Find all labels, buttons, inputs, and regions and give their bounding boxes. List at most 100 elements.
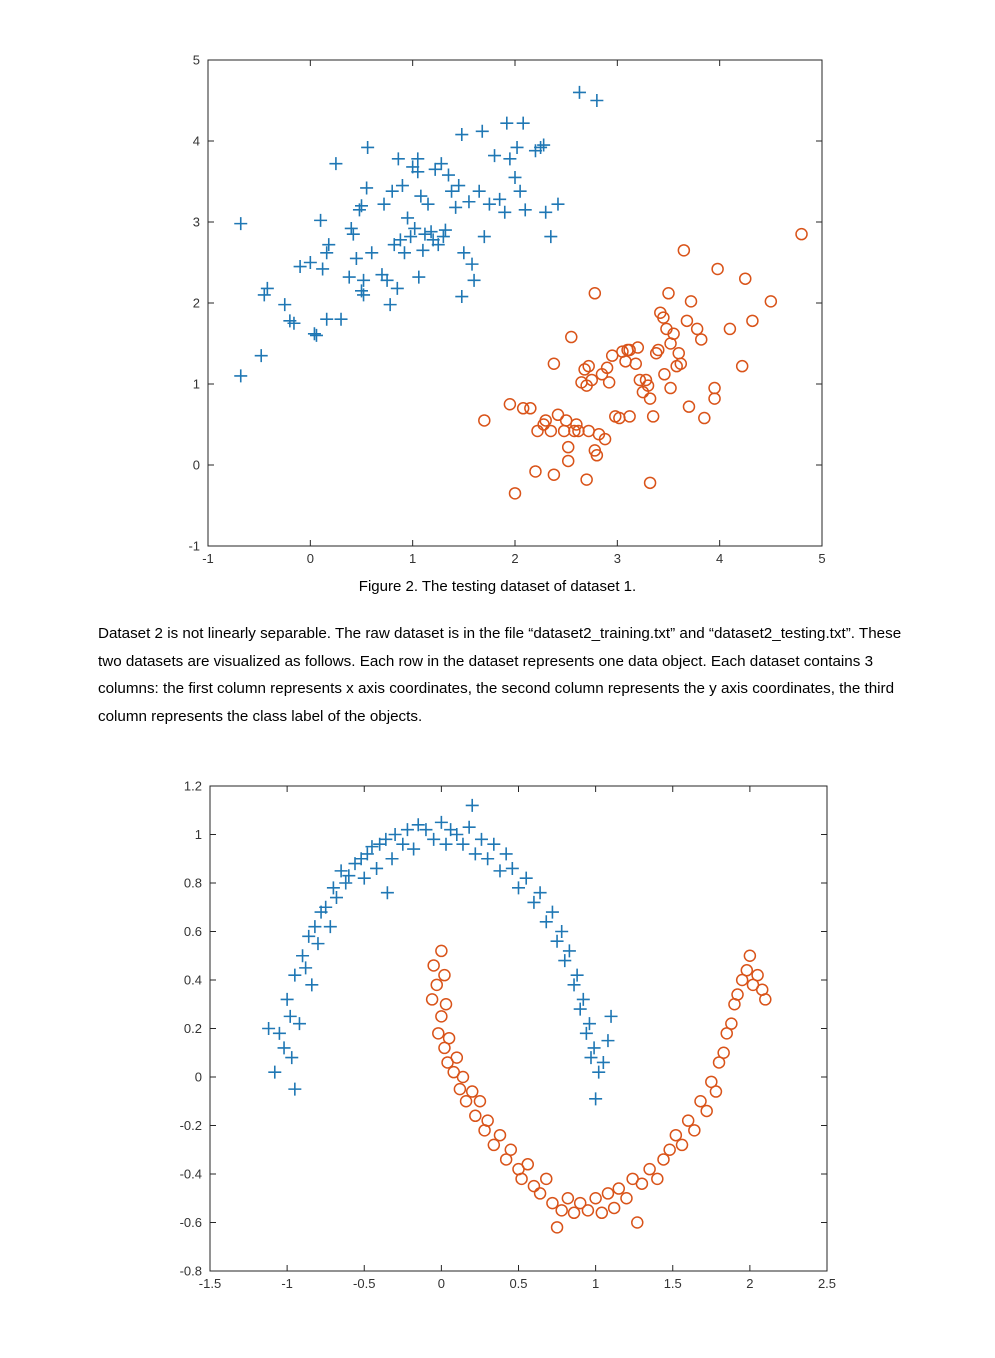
chart2-plus-point [579,1026,593,1040]
chart2-x-tick-label: 2.5 [818,1276,836,1291]
chart2-circle-point [725,1017,738,1030]
chart2-circle-point [438,968,451,982]
chart1-plus-point [441,168,455,182]
chart2-plus-point [288,968,302,982]
chart2-plus-point [587,1041,601,1055]
chart1-circle-point [572,424,585,438]
chart1-y-tick-label: 5 [193,53,200,68]
chart2-plus-point [302,929,316,943]
chart1-plus-point [360,181,374,195]
chart1-circle-point [708,392,721,405]
chart-1-svg: -1 0 1 2 3 4 5 -1 0 1 2 3 4 5 [188,53,825,567]
chart1-circle-point [694,333,708,346]
chart1-y-tick-label: 0 [193,458,200,473]
chart1-plus-point [320,246,334,260]
chart2-plus-point [576,992,590,1006]
chart2-circle-point [709,1085,723,1098]
chart1-plus-point [357,288,371,302]
chart1-y-tick-label: -1 [188,539,200,554]
chart2-plus-point [388,828,402,841]
chart1-plus-point [385,184,399,198]
chart2-plus-point [419,823,433,837]
chart1-circle-point [690,322,704,336]
chart1-circle-point [680,314,694,328]
chart1-plus-point [498,205,512,219]
chart1-plus-point [428,162,442,176]
chart1-plus-point [518,203,532,217]
chart1-circle-point [795,227,808,241]
chart2-plus-point [487,837,501,851]
chart1-plus-point [349,251,363,265]
chart1-plus-point [278,298,292,312]
chart2-plus-point [499,847,513,861]
chart1-circle-point [602,376,616,389]
chart1-plus-point [539,205,553,219]
chart2-plus-point [396,837,410,851]
chart2-plus-point [329,891,343,905]
chart1-plus-point [500,116,514,130]
chart1-circle-point [643,392,657,405]
chart2-plus-point [326,881,340,895]
chart1-circle-point [529,465,542,478]
chart2-plus-point [570,968,584,982]
chart1-circle-point [508,487,522,500]
chart2-circle-point [427,959,440,972]
chart2-circle-point [546,1196,559,1210]
chart2-plus-point [370,861,384,875]
chart2-plus-point [465,798,479,812]
chart2-plus-point [299,961,313,975]
chart1-circle-point [551,408,565,422]
chart1-circle-point [658,368,671,381]
chart1-circle-point [629,357,643,370]
chart2-plus-point [308,920,322,934]
chart2-circle-point [459,1095,473,1108]
chart2-plus-point [439,837,453,851]
chart2-y-tick-label: -0.4 [180,1167,202,1182]
chart2-plus-point [334,864,348,878]
chart1-plus-point [465,257,479,271]
chart1-y-tick-label: 1 [193,377,200,392]
chart2-plus-point [365,840,379,854]
chart2-circle-point [601,1187,615,1200]
chart1-plus-point [397,246,411,260]
chart1-circle-point [623,343,636,357]
chart1-circle-point [582,359,595,373]
chart2-circle-point [651,1172,664,1186]
chart1-circle-point [524,402,537,415]
chart2-x-tick-label: -0.5 [353,1276,375,1291]
chart1-plus-point [342,270,356,284]
chart2-plus-point [268,1065,282,1079]
chart2-circle-point [442,1031,456,1045]
chart2-y-tick-label: 0.2 [184,1021,202,1036]
chart1-circle-point [664,381,677,395]
chart2-plus-point [592,1065,606,1079]
chart1-plus-point [467,273,481,287]
chart2-y-tick-label: 1.2 [184,779,202,794]
chart1-plus-point [513,184,527,198]
chart2-plus-point [319,900,333,914]
chart1-circle-point [711,262,724,276]
dataset-description: Dataset 2 is not linearly separable. The… [98,625,902,725]
chart2-plus-point [596,1055,610,1069]
chart1-circle-point [623,410,636,423]
chart2-plus-point [339,876,353,890]
chart2-circle-point [643,1162,656,1176]
chart2-circle-point [450,1051,464,1064]
chart2-circle-point [521,1158,535,1171]
chart2-plus-point [288,1082,302,1096]
chart2-circle-point [595,1206,609,1220]
chart2-plus-point [411,818,425,832]
chart1-circle-point [478,414,491,427]
chart2-circle-point [681,1114,695,1127]
chart1-circle-point [578,363,591,376]
chart1-y-tick-label: 3 [193,215,200,230]
chart1-plus-point [234,369,248,383]
chart1-circle-point [516,402,530,415]
chart2-x-tick-label: -1 [281,1276,293,1291]
chart2-plus-point [272,1026,286,1040]
chart1-plus-point [411,165,425,179]
chart2-circle-point [481,1114,494,1127]
chart2-series-1 [262,798,618,1106]
chart1-plus-point [445,184,459,198]
